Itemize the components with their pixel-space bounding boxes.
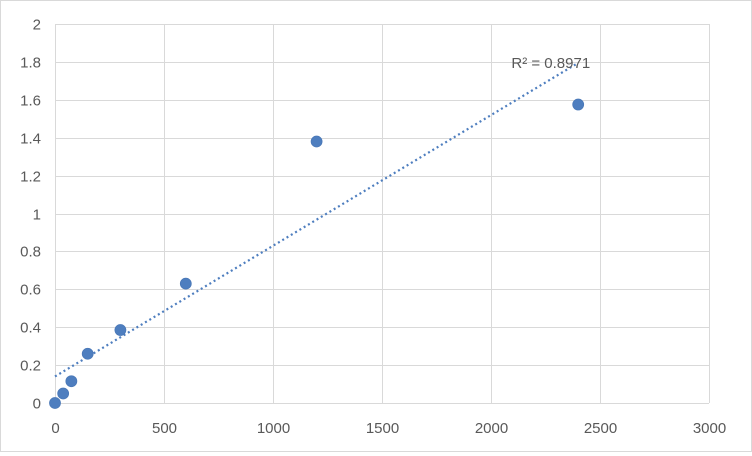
data-point [310,135,323,148]
y-tick-label: 1.4 [20,131,41,148]
trendline-group [54,61,579,378]
x-tick-label: 0 [51,420,59,437]
y-tick-label: 0.6 [20,282,41,299]
trendline [54,61,579,378]
x-tick-label: 1000 [257,420,290,437]
y-tick-label: 1 [33,207,41,224]
data-point [57,387,70,400]
data-point [81,347,94,360]
x-tick-label: 2500 [584,420,617,437]
gridlines [55,24,710,404]
y-tick-label: 0 [33,396,41,413]
data-point [49,397,61,409]
y-tick-label: 0.8 [20,244,41,261]
x-tick-label: 500 [152,420,177,437]
trendline-r-squared-label: R² = 0.8971 [511,55,590,72]
y-tick-label: 0.2 [20,358,41,375]
x-tick-label: 1500 [366,420,399,437]
data-point [179,277,192,290]
y-tick-label: 1.8 [20,55,41,72]
y-tick-label: 2 [33,17,41,34]
y-tick-label: 1.6 [20,93,41,110]
data-point [114,324,127,336]
data-point [65,375,78,388]
x-tick-label: 3000 [693,420,726,437]
y-tick-label: 0.4 [20,320,41,337]
y-tick-label: 1.2 [20,169,41,186]
data-point [572,98,585,111]
x-tick-label: 2000 [475,420,508,437]
tick-labels: 0 0.2 0.4 0.6 0.8 1 1.2 1.4 1.6 1.8 2 0 500 1000 1500 2… [20,17,726,438]
data-points [49,98,585,409]
